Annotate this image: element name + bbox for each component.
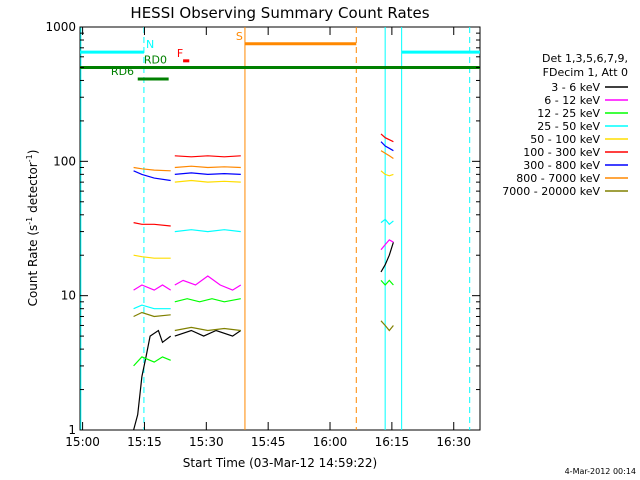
- legend-entry-4: 50 - 100 keV: [530, 133, 600, 146]
- y-axis-label-mid: detector: [26, 162, 40, 217]
- series-1-seg2: [174, 275, 242, 291]
- series-6-seg3: [380, 141, 394, 152]
- series-0-seg3: [380, 242, 394, 273]
- y-axis-ticks: 1 10 100 1000: [45, 20, 480, 437]
- series-2-seg2: [174, 298, 241, 303]
- series-5-seg1: [133, 222, 171, 227]
- series-5-seg2: [174, 155, 241, 158]
- legend-entry-0: 3 - 6 keV: [551, 81, 600, 94]
- x-tick-label-5: 16:15: [375, 435, 410, 449]
- y-axis-label-sup2: -1: [25, 154, 34, 162]
- series-3-seg3: [380, 218, 394, 226]
- series-1-seg1: [133, 284, 172, 291]
- series-0-seg1: [133, 329, 172, 431]
- chart-title: HESSI Observing Summary Count Rates: [130, 4, 429, 22]
- y-axis-label-main: Count Rate (s: [26, 225, 40, 307]
- legend-entry-2: 12 - 25 keV: [537, 107, 600, 120]
- flag-label-s: S: [236, 30, 243, 43]
- x-tick-label-6: 16:30: [436, 435, 471, 449]
- legend-header-2: FDecim 1, Att 0: [543, 66, 628, 79]
- series-4-seg3: [380, 170, 394, 177]
- series-lines: [133, 133, 394, 431]
- series-3-seg2: [174, 229, 241, 233]
- series-4-seg1: [133, 254, 171, 259]
- flag-label-n: N: [146, 38, 154, 51]
- series-8-seg2: [174, 326, 241, 332]
- legend-entry-5: 100 - 300 keV: [523, 146, 600, 159]
- y-axis-label-sup1: -1: [25, 217, 34, 225]
- x-axis-label: Start Time (03-Mar-12 14:59:22): [183, 456, 377, 470]
- series-2-seg3: [380, 279, 394, 286]
- x-axis-ticks: 15:00 15:15 15:30 15:45 16:00 16:15 16:30: [65, 27, 471, 449]
- x-tick-label-4: 16:00: [313, 435, 348, 449]
- legend-entry-3: 25 - 50 keV: [537, 120, 600, 133]
- y-axis-label: Count Rate (s-1 detector-1): [25, 150, 40, 307]
- legend-entry-8: 7000 - 20000 keV: [502, 185, 600, 198]
- series-8-seg1: [133, 311, 171, 318]
- flag-label-rd0: RD0: [144, 53, 167, 66]
- timestamp: 4-Mar-2012 00:14: [565, 467, 636, 476]
- series-7-seg1: [133, 166, 171, 172]
- series-6-seg2: [174, 172, 241, 176]
- flag-label-f: F: [177, 47, 183, 60]
- series-8-seg3: [380, 320, 394, 332]
- series-4-seg2: [174, 179, 241, 183]
- legend-entry-1: 6 - 12 keV: [544, 94, 600, 107]
- series-1-seg3: [380, 239, 394, 251]
- x-tick-label-1: 15:15: [127, 435, 162, 449]
- x-tick-label-0: 15:00: [65, 435, 100, 449]
- x-tick-label-2: 15:30: [189, 435, 224, 449]
- series-5-seg3: [380, 133, 394, 143]
- plot-frame: [79, 26, 481, 431]
- legend-entry-7: 800 - 7000 keV: [516, 172, 600, 185]
- y-axis-label-end: ): [26, 150, 40, 155]
- flag-vertical-lines: [80, 27, 471, 430]
- x-tick-label-3: 15:45: [251, 435, 286, 449]
- legend-entry-6: 300 - 800 keV: [523, 159, 600, 172]
- series-7-seg2: [174, 165, 241, 169]
- series-2-seg1: [133, 356, 171, 367]
- y-tick-label-2: 100: [53, 154, 76, 168]
- series-3-seg1: [133, 304, 171, 310]
- flag-label-rd6: RD6: [111, 65, 134, 78]
- series-0-seg2: [174, 329, 242, 337]
- flag-bars: N S RD0 RD6 F: [80, 30, 480, 81]
- y-tick-label-3: 1000: [45, 20, 76, 34]
- series-7-seg3: [380, 150, 394, 160]
- legend-header-1: Det 1,3,5,6,7,9,: [542, 52, 628, 65]
- y-tick-label-0: 1: [68, 423, 76, 437]
- y-tick-label-1: 10: [61, 289, 76, 303]
- series-6-seg1: [133, 170, 171, 182]
